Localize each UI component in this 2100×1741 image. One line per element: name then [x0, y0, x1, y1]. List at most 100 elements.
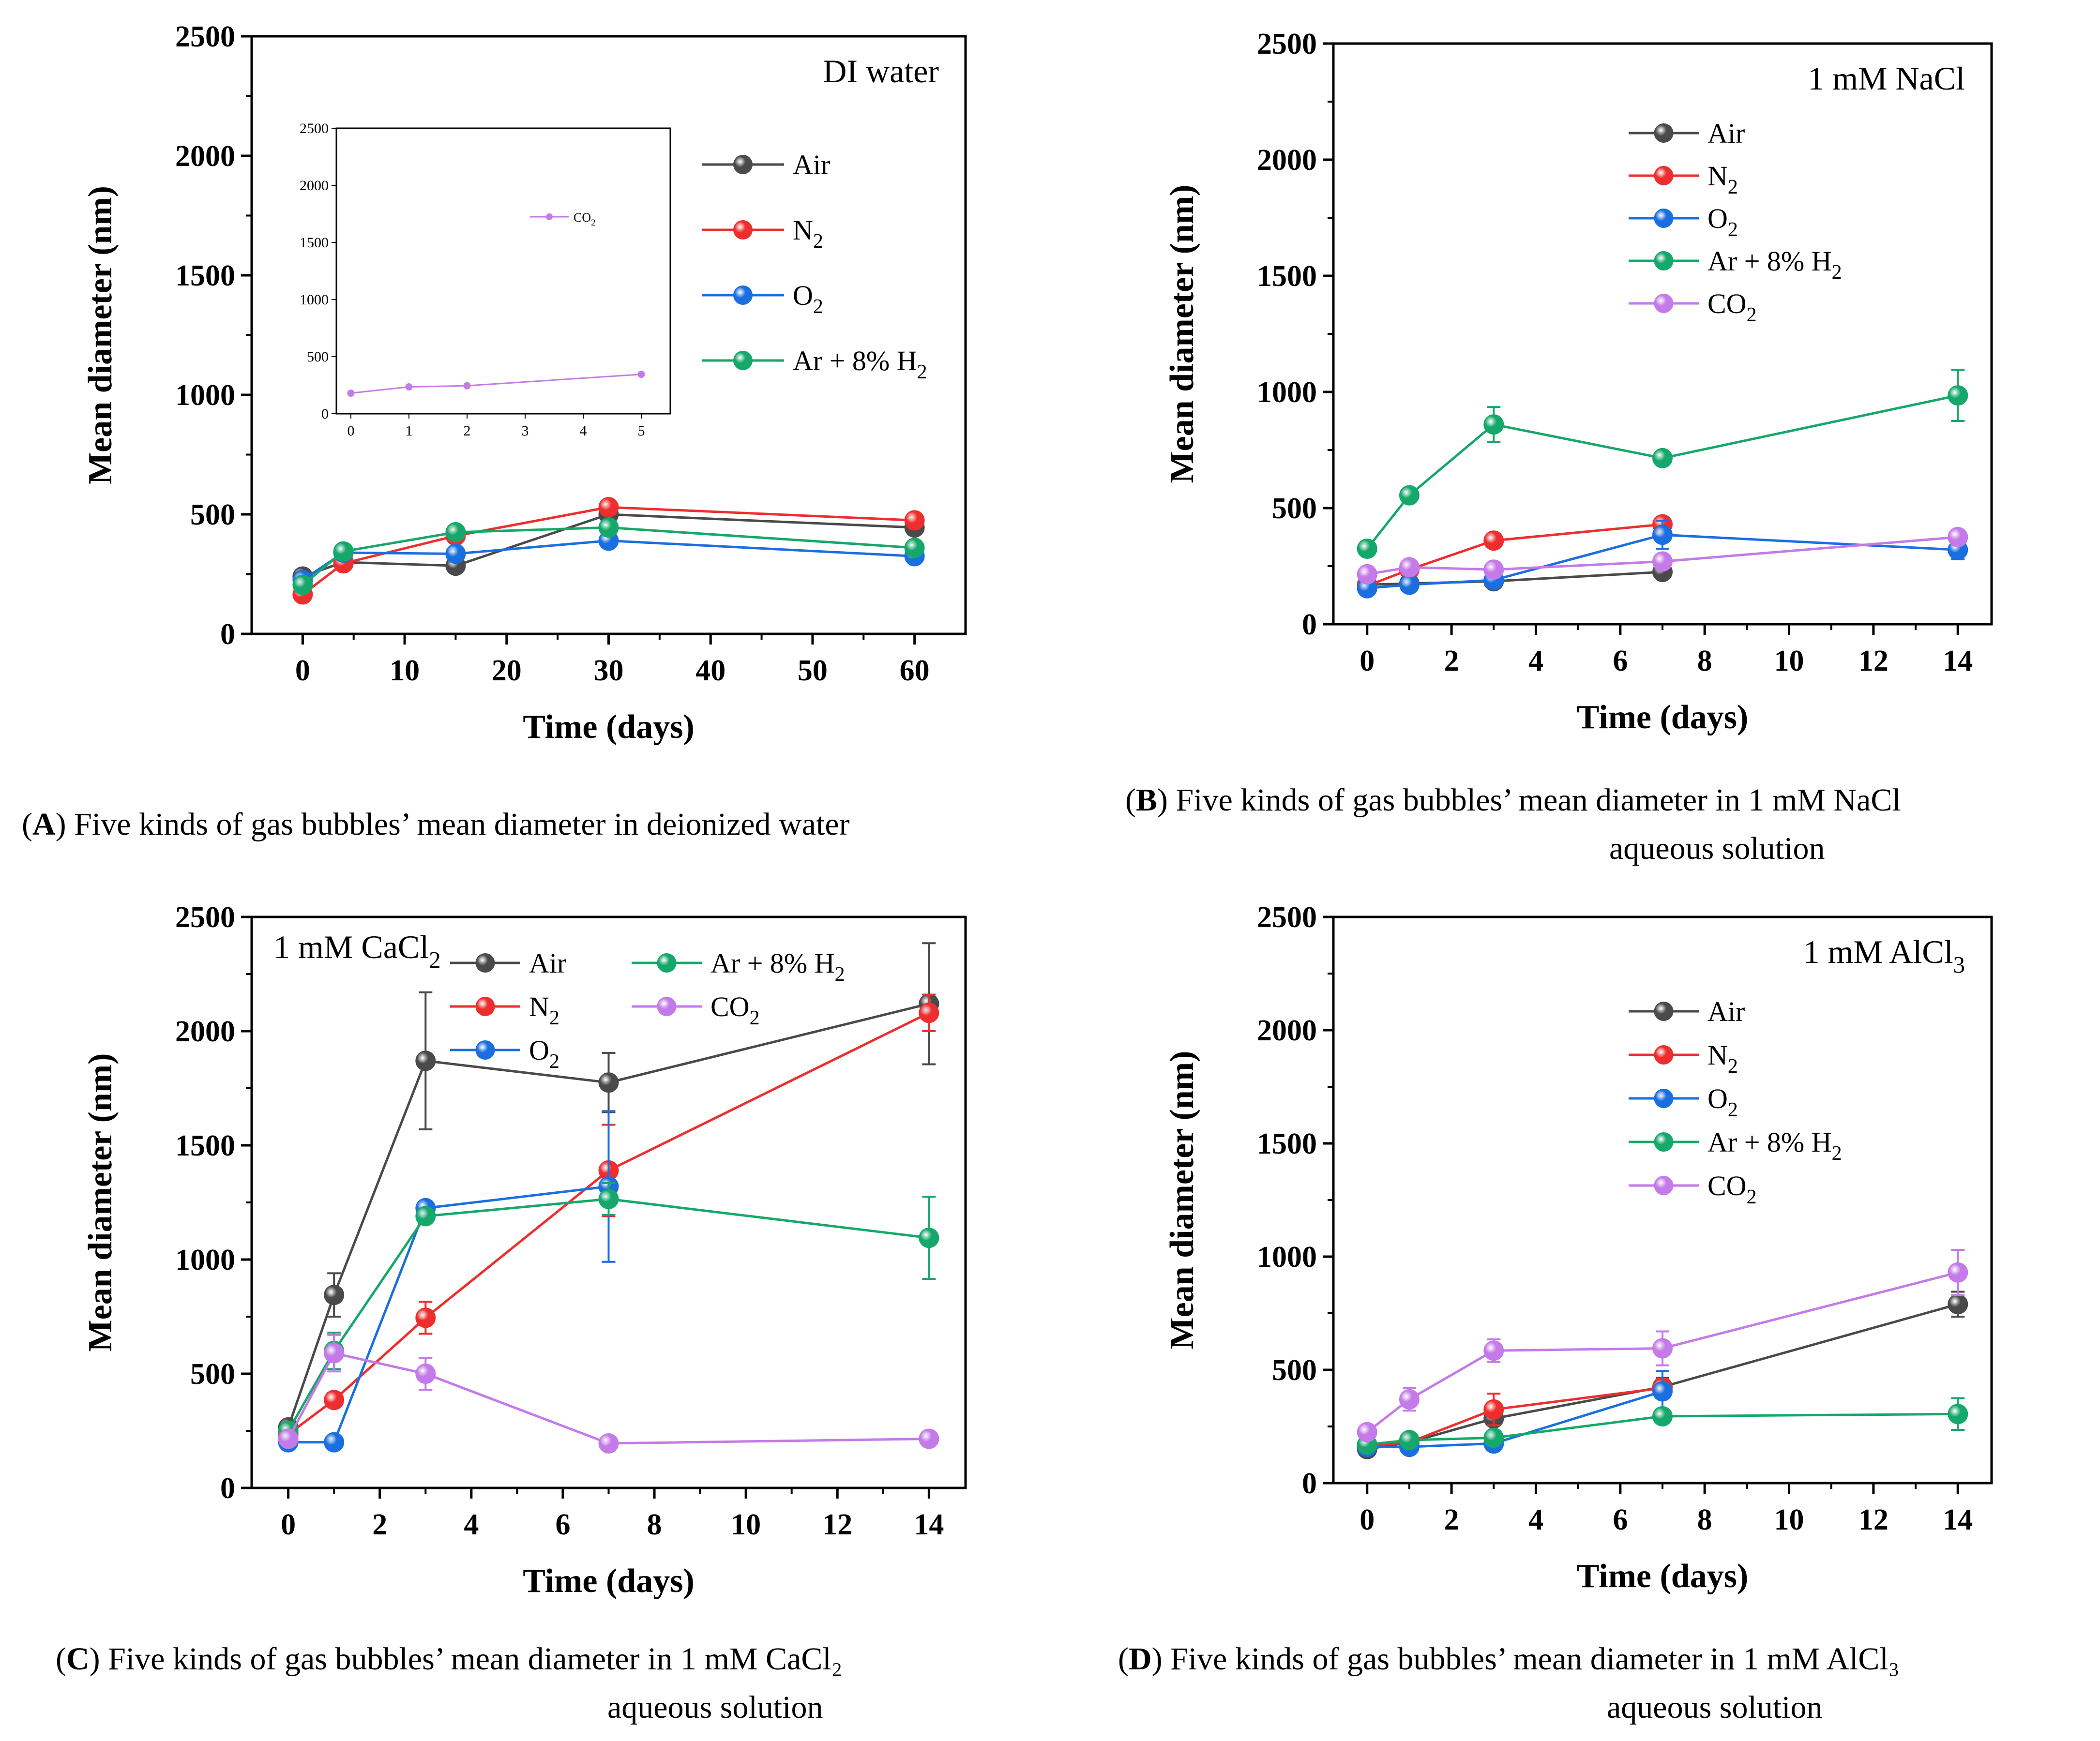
panel-caption: (B) Five kinds of gas bubbles’ mean diam… [1125, 782, 1901, 866]
y-tick-label: 2000 [1257, 1014, 1317, 1047]
series-arh2 [292, 517, 925, 595]
data-point [598, 497, 619, 518]
chart-panel-c: 0 500 1000 1500 2000 2500 0 2 4 6 8 10 12 14 Time (day… [56, 901, 967, 1725]
caption-open-paren: ( [56, 1641, 66, 1677]
data-point [1357, 564, 1377, 585]
subscript: 2 [429, 946, 441, 973]
inset-data-point [463, 382, 471, 390]
label-part: N [529, 991, 549, 1022]
y-tick-label: 500 [190, 1358, 235, 1391]
legend-label: N2 [1707, 160, 1738, 198]
data-point [1357, 539, 1377, 559]
x-tick-label: 8 [1697, 645, 1712, 677]
inset-legend-label: CO2 [574, 210, 596, 228]
legend-label: O2 [793, 280, 823, 318]
data-point [1483, 1340, 1504, 1361]
legend-label: CO2 [1707, 1170, 1757, 1208]
label-part: 1 mM AlCl [1803, 933, 1953, 970]
label-part: DI water [823, 53, 939, 90]
legend-marker [733, 285, 753, 305]
label-part: CO [574, 210, 591, 225]
panel-title: 1 mM AlCl3 [1803, 933, 1965, 978]
x-tick-label: 14 [914, 1508, 944, 1541]
data-point [1652, 551, 1673, 572]
legend-marker [1654, 1176, 1674, 1195]
legend-entry: Ar + 8% H2 [1629, 245, 1842, 284]
caption-letter: C [66, 1641, 90, 1677]
x-tick-label: 2 [1444, 645, 1459, 677]
data-point [1399, 574, 1420, 595]
label-part: 1 mM NaCl [1808, 60, 1965, 97]
legend-marker [657, 953, 677, 973]
x-tick-label: 8 [647, 1508, 662, 1541]
legend-entry: Air [1629, 996, 1745, 1027]
data-point [324, 1343, 345, 1364]
legend-label: Air [1707, 118, 1745, 149]
legend-marker [475, 997, 495, 1016]
x-tick-label: 60 [900, 654, 930, 687]
caption-letter: A [32, 807, 56, 842]
legend-marker [1654, 166, 1674, 185]
series-arh2 [278, 1182, 939, 1441]
legend-entry: O2 [450, 1035, 559, 1073]
data-point [415, 1051, 436, 1071]
data-point [1652, 1381, 1673, 1402]
x-axis-label: Time (days) [1577, 699, 1749, 736]
y-tick-label: 500 [1272, 1354, 1317, 1387]
y-axis-label: Mean diameter (nm) [1163, 185, 1201, 483]
legend-entry: O2 [1629, 1083, 1738, 1121]
data-point [1948, 527, 1968, 547]
label-part: Air [1707, 118, 1745, 149]
chart-panel-b: 0 500 1000 1500 2000 2500 0 2 4 6 8 10 12 14 Time (day… [1125, 28, 1993, 866]
inset-x-tick-label: 0 [347, 423, 355, 439]
x-tick-label: 4 [1528, 645, 1543, 677]
legend-label: Ar + 8% H2 [1707, 245, 1842, 284]
data-point [292, 574, 313, 595]
label-part: O [1707, 1083, 1728, 1114]
x-axis-label: Time (days) [523, 708, 695, 746]
legend-entry: N2 [702, 214, 823, 253]
series-line [287, 1351, 929, 1445]
caption-line: (A) Five kinds of gas bubbles’ mean diam… [22, 807, 850, 842]
legend-entry: N2 [450, 991, 559, 1029]
legend-entry: CO2 [1629, 1170, 1757, 1208]
y-axis-label: Mean diameter (nm) [82, 186, 119, 484]
data-point [415, 1206, 436, 1227]
legend-label: Ar + 8% H2 [1707, 1126, 1842, 1165]
data-point [919, 1428, 939, 1449]
data-point [324, 1432, 345, 1453]
inset-x-tick-label: 1 [406, 423, 413, 439]
subscript: 2 [1728, 176, 1738, 198]
y-tick-label: 500 [190, 498, 235, 531]
label-part: 1 mM CaCl [273, 929, 429, 965]
data-point [415, 1364, 436, 1384]
y-tick-label: 2500 [1257, 28, 1317, 60]
series-arh2 [1357, 1397, 1968, 1455]
series-arh2 [1357, 369, 1968, 559]
legend-marker [657, 997, 677, 1016]
y-tick-label: 0 [1302, 1467, 1317, 1500]
legend-marker [1654, 209, 1674, 228]
legend-marker [733, 351, 753, 370]
x-tick-label: 0 [281, 1508, 296, 1541]
legend-marker [475, 953, 495, 973]
legend-entry: O2 [702, 280, 823, 318]
caption-line: (B) Five kinds of gas bubbles’ mean diam… [1125, 782, 1901, 818]
subscript: 2 [917, 361, 927, 383]
inset-legend-marker [546, 213, 553, 220]
y-tick-label: 1500 [175, 1129, 235, 1162]
legend-label: N2 [793, 214, 823, 253]
legend-label: O2 [1707, 1083, 1738, 1121]
data-point [1399, 485, 1420, 506]
caption-letter: D [1129, 1641, 1152, 1677]
data-point [1948, 385, 1968, 406]
y-tick-label: 500 [1272, 492, 1317, 525]
caption-open-paren: ( [1118, 1641, 1129, 1677]
series-line [1366, 523, 1663, 587]
panel-title: 1 mM NaCl [1808, 60, 1965, 97]
x-tick-label: 50 [798, 654, 828, 687]
data-point [1652, 1406, 1673, 1426]
